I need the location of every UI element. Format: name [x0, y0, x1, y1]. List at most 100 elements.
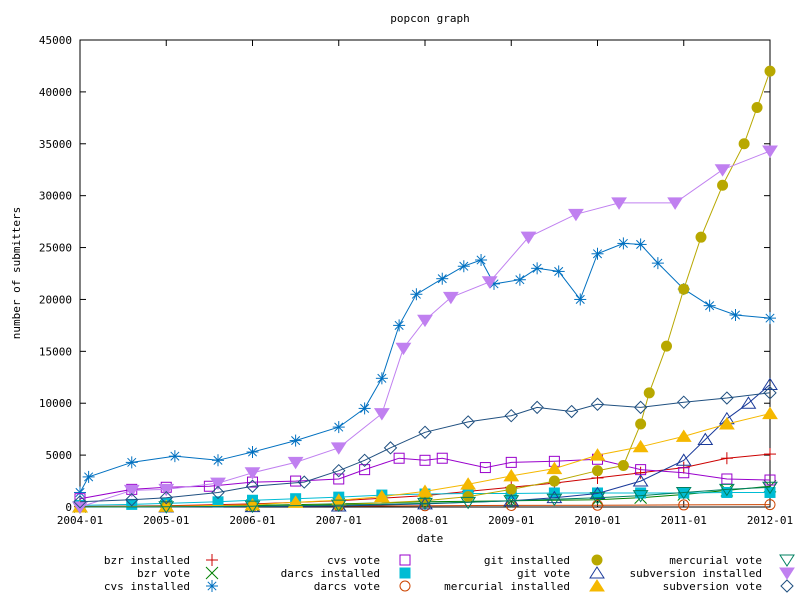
x-tick-label: 2012-01	[747, 514, 793, 527]
y-tick-label: 5000	[46, 449, 73, 462]
marker-stroke	[291, 436, 301, 446]
marker-shape	[417, 484, 433, 497]
legend-label: darcs installed	[281, 567, 380, 580]
marker-shape	[678, 467, 690, 479]
data-point-git-installed	[751, 101, 763, 113]
data-point-subversion-vote	[504, 408, 518, 423]
data-point-subversion-vote	[530, 400, 544, 415]
data-point-cvs-vote	[436, 452, 448, 464]
marker-shape	[548, 475, 560, 487]
data-point-mercurial-vote	[718, 483, 735, 497]
data-point-subversion-vote	[763, 386, 777, 400]
data-point-subversion-installed	[442, 291, 459, 305]
x-tick-label: 2010-01	[574, 514, 620, 527]
data-point-git-installed	[717, 179, 729, 191]
y-tick-label: 35000	[39, 138, 72, 151]
data-point-git-installed	[462, 491, 474, 503]
x-tick-label: 2007-01	[316, 514, 362, 527]
legend-item: mercurial vote	[669, 554, 795, 567]
marker-shape	[505, 483, 517, 495]
marker-shape	[332, 463, 346, 478]
marker-shape	[718, 417, 735, 430]
data-point-cvs-installed	[651, 257, 664, 270]
x-tick-label: 2004-01	[57, 514, 103, 527]
marker-shape	[780, 579, 794, 593]
legend-marker	[591, 554, 603, 566]
data-point-mercurial-installed	[675, 429, 692, 442]
marker-stroke	[205, 566, 219, 580]
marker-stroke	[247, 447, 258, 457]
data-point-mercurial-vote	[417, 497, 433, 511]
marker-shape	[373, 489, 390, 503]
legend-item: git installed	[484, 554, 603, 567]
marker-stroke	[765, 313, 775, 323]
data-point-subversion-installed	[123, 484, 140, 498]
legend-label: git installed	[484, 554, 570, 567]
marker-shape	[359, 464, 371, 476]
marker-stroke	[515, 275, 525, 285]
data-point-mercurial-installed	[718, 417, 735, 430]
marker-shape	[503, 495, 520, 508]
data-point-cvs-vote	[764, 474, 776, 486]
marker-shape	[399, 554, 411, 566]
data-point-darcs-vote	[592, 499, 603, 511]
data-point-git-vote	[762, 377, 778, 391]
marker-shape	[763, 386, 777, 400]
marker-shape	[762, 377, 778, 391]
data-point-cvs-vote	[479, 462, 491, 474]
marker-shape	[125, 493, 139, 507]
marker-shape	[677, 395, 691, 409]
data-point-subversion-installed	[330, 442, 347, 455]
data-point-cvs-installed	[531, 262, 544, 275]
marker-shape	[678, 283, 690, 295]
data-point-mercurial-installed	[158, 499, 175, 512]
marker-shape	[393, 452, 405, 464]
marker-shape	[417, 314, 433, 328]
data-point-git-installed	[635, 418, 647, 430]
data-point-darcs-installed	[126, 498, 138, 510]
data-point-subversion-vote	[677, 395, 691, 409]
data-point-git-installed	[548, 475, 560, 487]
data-point-cvs-installed	[591, 247, 604, 260]
marker-shape	[399, 580, 411, 592]
marker-shape	[436, 452, 448, 464]
data-point-bzr-installed	[764, 448, 776, 461]
series-subversion-vote	[73, 386, 777, 509]
data-point-cvs-installed	[475, 254, 488, 267]
data-point-subversion-installed	[287, 456, 304, 470]
marker-stroke	[554, 266, 564, 276]
data-point-git-installed	[617, 459, 629, 471]
marker-shape	[330, 442, 347, 455]
data-point-cvs-vote	[333, 473, 345, 485]
marker-shape	[126, 498, 138, 510]
legend-marker	[779, 567, 795, 580]
legend-label: bzr vote	[137, 567, 190, 580]
data-point-cvs-installed	[513, 273, 526, 286]
data-point-mercurial-installed	[503, 468, 520, 482]
data-point-cvs-vote	[678, 467, 690, 479]
data-point-subversion-installed	[611, 197, 627, 210]
data-point-git-vote	[546, 490, 563, 504]
data-point-subversion-vote	[461, 415, 475, 429]
marker-stroke	[334, 422, 344, 432]
legend-item: mercurial installed	[444, 579, 605, 593]
data-point-cvs-vote	[505, 456, 517, 468]
y-axis-label: number of submitters	[10, 207, 23, 339]
series-line-subversion-installed	[79, 150, 771, 508]
marker-stroke	[213, 455, 223, 465]
marker-shape	[244, 467, 261, 480]
marker-shape	[383, 441, 398, 455]
marker-shape	[546, 461, 563, 475]
x-tick-label: 2006-01	[229, 514, 275, 527]
data-point-cvs-installed	[375, 372, 388, 385]
marker-shape	[245, 479, 260, 493]
data-point-cvs-installed	[168, 450, 181, 463]
data-point-subversion-vote	[357, 453, 372, 468]
y-tick-label: 0	[65, 501, 72, 514]
data-point-mercurial-installed	[546, 461, 563, 475]
legend-label: bzr installed	[104, 554, 190, 567]
data-point-mercurial-vote	[675, 486, 692, 500]
marker-shape	[244, 500, 261, 514]
marker-shape	[632, 490, 649, 503]
marker-shape	[643, 387, 655, 399]
